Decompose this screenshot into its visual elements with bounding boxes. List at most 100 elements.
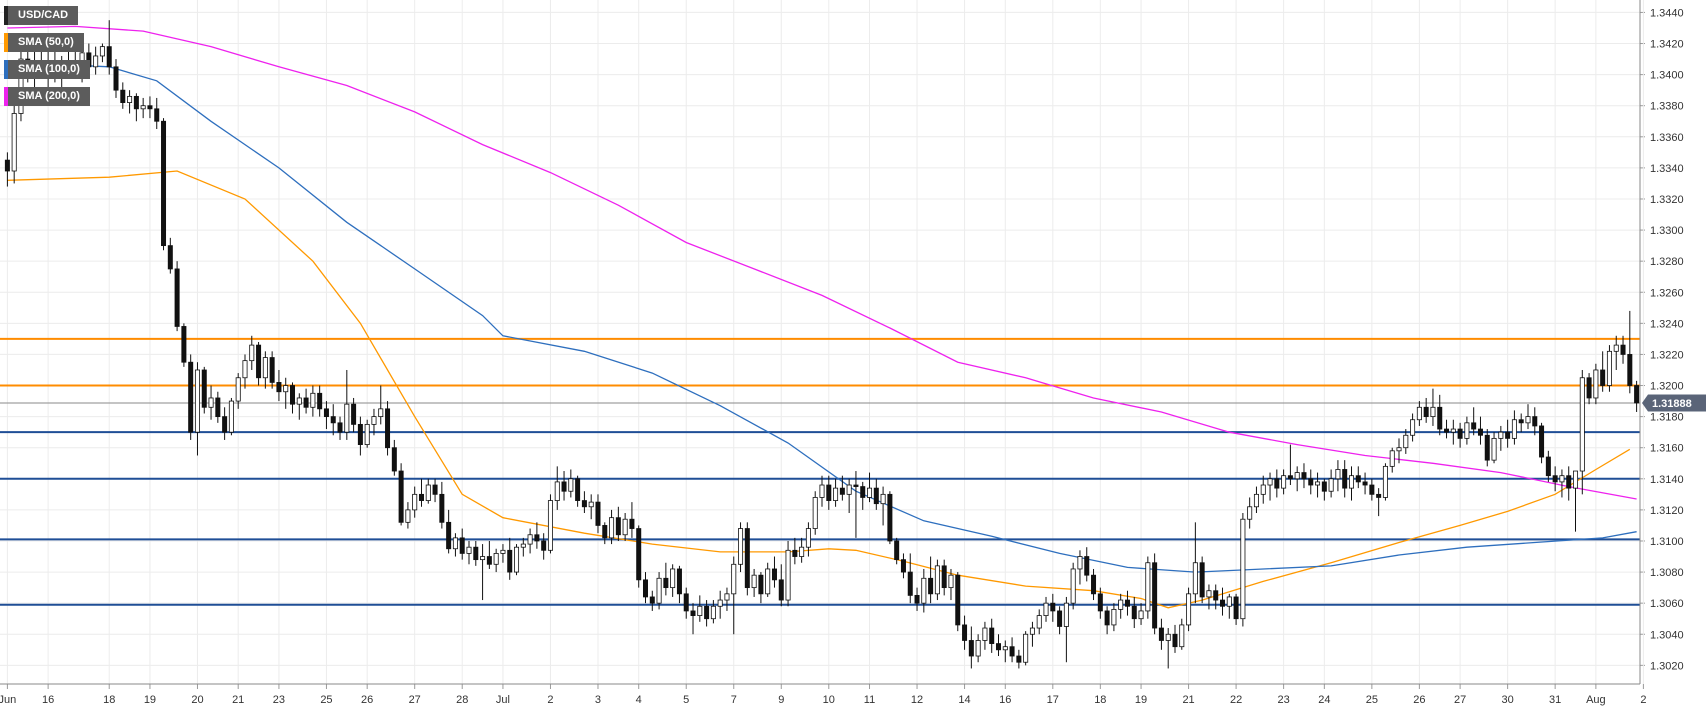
legend-sma100[interactable]: SMA (100,0)	[4, 60, 90, 79]
legend-sma200[interactable]: SMA (200,0)	[4, 87, 90, 106]
candle-body	[867, 487, 873, 498]
candle-body	[547, 500, 553, 551]
candle-body	[995, 643, 1002, 651]
candle-body	[194, 369, 200, 433]
candle	[1355, 466, 1361, 489]
candle	[391, 439, 397, 476]
candle	[704, 600, 710, 627]
candle-body	[575, 478, 581, 501]
candle-body	[99, 46, 105, 57]
candle	[222, 407, 228, 440]
candle-body	[418, 493, 424, 501]
candle	[215, 391, 221, 423]
candle-body	[1355, 475, 1361, 483]
legend-sma100-label: SMA (100,0)	[18, 63, 80, 75]
candle	[785, 540, 791, 607]
candle	[1518, 413, 1524, 433]
sma-line	[7, 61, 1637, 573]
candle	[303, 388, 309, 414]
candle	[208, 385, 214, 420]
candle	[371, 408, 377, 436]
candle	[1491, 432, 1497, 464]
x-tick-label: 19	[1135, 694, 1147, 706]
legend-sma200-label: SMA (200,0)	[18, 90, 80, 102]
candle	[1315, 472, 1321, 498]
x-tick-label: 24	[1318, 694, 1330, 706]
candle	[1376, 488, 1382, 517]
candle-body	[1552, 475, 1558, 483]
candle-body	[317, 392, 323, 410]
candle-body	[174, 268, 180, 327]
candle	[398, 463, 404, 526]
candle	[1586, 373, 1592, 405]
candle-body	[1627, 354, 1633, 386]
candle	[520, 537, 526, 557]
candle	[432, 478, 438, 503]
candle	[1552, 466, 1558, 492]
candle-body	[1362, 481, 1368, 486]
x-tick-label: 18	[1094, 694, 1106, 706]
candle-body	[1579, 377, 1585, 472]
candle	[547, 494, 553, 554]
candle-body	[629, 518, 635, 529]
legend-symbol[interactable]: USD/CAD	[4, 6, 79, 25]
candle-body	[1029, 627, 1035, 635]
candle-body	[371, 416, 377, 425]
candle	[975, 634, 981, 663]
candle-body	[242, 360, 248, 379]
candle	[1437, 394, 1443, 436]
candle	[1328, 469, 1334, 498]
candle-body	[602, 525, 608, 539]
candle-body	[771, 568, 777, 581]
candle	[188, 354, 194, 440]
candle	[1545, 450, 1551, 482]
candle-body	[1152, 562, 1158, 629]
candle-body	[106, 46, 112, 68]
x-tick-label: 2	[1640, 694, 1646, 706]
candle	[161, 118, 167, 251]
candle-body	[1559, 475, 1565, 483]
candle	[1566, 466, 1572, 501]
candle	[595, 494, 601, 534]
x-tick-label: 23	[1277, 694, 1289, 706]
candle-body	[1002, 646, 1008, 651]
candle-body	[1593, 369, 1599, 399]
candle-body	[1179, 624, 1185, 648]
y-tick-label: 1.3040	[1650, 629, 1684, 641]
candle-body	[534, 534, 540, 542]
candle	[290, 382, 296, 414]
candle	[771, 556, 777, 588]
legend-symbol-label: USD/CAD	[18, 9, 69, 21]
y-tick-label: 1.3140	[1650, 474, 1684, 486]
candle	[1573, 470, 1579, 532]
candle-body	[636, 528, 642, 581]
y-tick-label: 1.3440	[1650, 7, 1684, 19]
candle	[1579, 369, 1585, 495]
candle	[317, 385, 323, 417]
candle	[1267, 472, 1273, 501]
candle-body	[208, 397, 214, 408]
candle	[1084, 547, 1090, 582]
candle-body	[276, 382, 282, 393]
candle	[262, 351, 268, 389]
candle-body	[140, 105, 146, 110]
candle	[466, 540, 472, 565]
x-tick-label: 27	[1454, 694, 1466, 706]
candle	[1620, 335, 1626, 364]
candle-body	[452, 537, 458, 550]
candle-body	[1505, 431, 1511, 439]
candle-body	[398, 470, 404, 523]
candle	[663, 562, 669, 596]
candle-body	[222, 416, 228, 433]
candle	[269, 351, 275, 389]
candle	[738, 522, 744, 573]
candle-body	[337, 422, 343, 433]
candle-body	[1084, 556, 1090, 576]
candle-body	[934, 565, 940, 595]
candle	[792, 537, 798, 565]
legend-sma50[interactable]: SMA (50,0)	[4, 33, 84, 52]
candle-body	[459, 537, 465, 554]
candle-body	[948, 574, 954, 589]
